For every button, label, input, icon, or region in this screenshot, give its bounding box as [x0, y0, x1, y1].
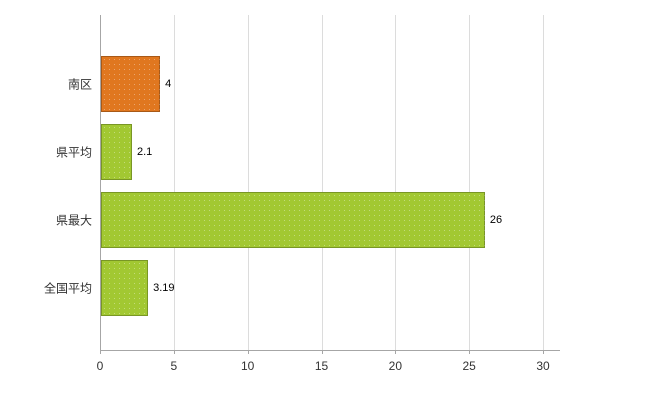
- x-tick-mark: [100, 350, 101, 354]
- x-tick-mark: [543, 350, 544, 354]
- value-label: 26: [489, 214, 503, 226]
- x-gridline: [543, 15, 544, 350]
- x-gridline: [395, 15, 397, 350]
- bar: [101, 124, 132, 180]
- bar: [101, 56, 161, 112]
- bar: [101, 260, 149, 316]
- category-label: 全国平均: [43, 281, 92, 296]
- x-tick-label: 10: [240, 359, 255, 373]
- x-tick-mark: [469, 350, 471, 354]
- x-gridline: [321, 15, 323, 350]
- x-tick-label: 20: [388, 359, 403, 373]
- y-axis-line: [100, 15, 101, 350]
- value-label: 3.19: [153, 282, 175, 294]
- x-tick-label: 30: [536, 359, 550, 373]
- x-tick-label: 5: [170, 359, 178, 373]
- category-label: 南区: [67, 77, 92, 92]
- x-tick-mark: [173, 350, 175, 354]
- x-tick-mark: [395, 350, 397, 354]
- x-tick-mark: [321, 350, 323, 354]
- category-label: 県平均: [55, 145, 92, 160]
- x-tick-mark: [247, 350, 249, 354]
- x-tick-label: 0: [96, 359, 104, 373]
- category-label: 県最大: [55, 213, 92, 228]
- value-label: 4: [165, 78, 172, 90]
- value-label: 2.1: [137, 146, 153, 158]
- x-tick-label: 25: [462, 359, 476, 373]
- bar: [101, 192, 485, 248]
- x-axis-line: [100, 350, 560, 351]
- x-gridline: [247, 15, 249, 350]
- x-tick-label: 15: [314, 359, 329, 373]
- x-gridline: [469, 15, 471, 350]
- x-gridline: [173, 15, 175, 350]
